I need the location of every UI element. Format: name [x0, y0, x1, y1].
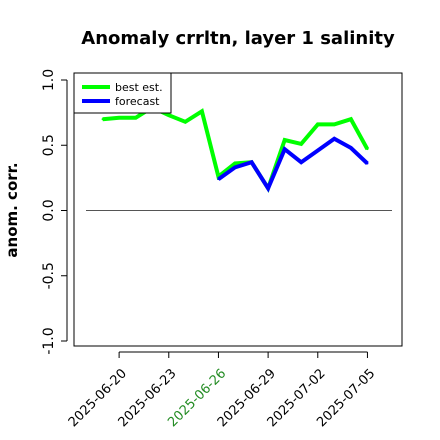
data-point-best-est — [200, 110, 203, 113]
data-point-best-est — [283, 139, 286, 142]
chart-title: Anomaly crrltn, layer 1 salinity — [81, 28, 395, 49]
series-line-best-est — [102, 105, 370, 193]
legend-label-forecast: forecast — [115, 95, 160, 108]
data-point-best-est — [101, 118, 104, 121]
data-point-best-est — [118, 116, 121, 119]
data-point-forecast — [366, 162, 369, 165]
data-point-forecast — [300, 161, 303, 164]
data-point-forecast — [333, 137, 336, 140]
data-point-forecast — [250, 161, 253, 164]
data-point-best-est — [167, 114, 170, 117]
y-axis: -1.0 -0.5 0.0 0.5 1.0 — [41, 69, 68, 355]
data-point-best-est — [366, 148, 369, 151]
data-point-best-est — [300, 142, 303, 145]
data-point-best-est — [349, 118, 352, 121]
y-tick-label: -1.0 — [41, 327, 57, 354]
data-point-forecast — [283, 148, 286, 151]
legend-label-best-est: best est. — [115, 81, 163, 94]
legend-box — [73, 72, 172, 114]
data-point-best-est — [184, 120, 187, 123]
y-tick-label: 0.5 — [41, 134, 57, 156]
series-line-forecast — [217, 136, 369, 193]
y-tick-label: -0.5 — [41, 262, 57, 289]
y-tick-label: 0.0 — [41, 199, 57, 221]
data-point-forecast — [316, 149, 319, 152]
data-point-best-est — [333, 123, 336, 126]
data-point-forecast — [349, 146, 352, 149]
y-axis-label: anom. corr. — [3, 162, 21, 257]
legend: best est. forecast — [73, 72, 172, 114]
data-point-best-est — [316, 123, 319, 126]
data-point-forecast — [217, 178, 220, 181]
data-point-forecast — [234, 166, 236, 169]
plot-frame — [73, 72, 403, 347]
x-axis: 2025-06-202025-06-232025-06-262025-06-29… — [66, 351, 378, 430]
data-point-best-est — [134, 116, 137, 119]
data-point-forecast — [267, 187, 270, 190]
series-group — [101, 105, 370, 193]
data-point-best-est — [234, 162, 236, 165]
y-tick-label: 1.0 — [41, 69, 57, 91]
